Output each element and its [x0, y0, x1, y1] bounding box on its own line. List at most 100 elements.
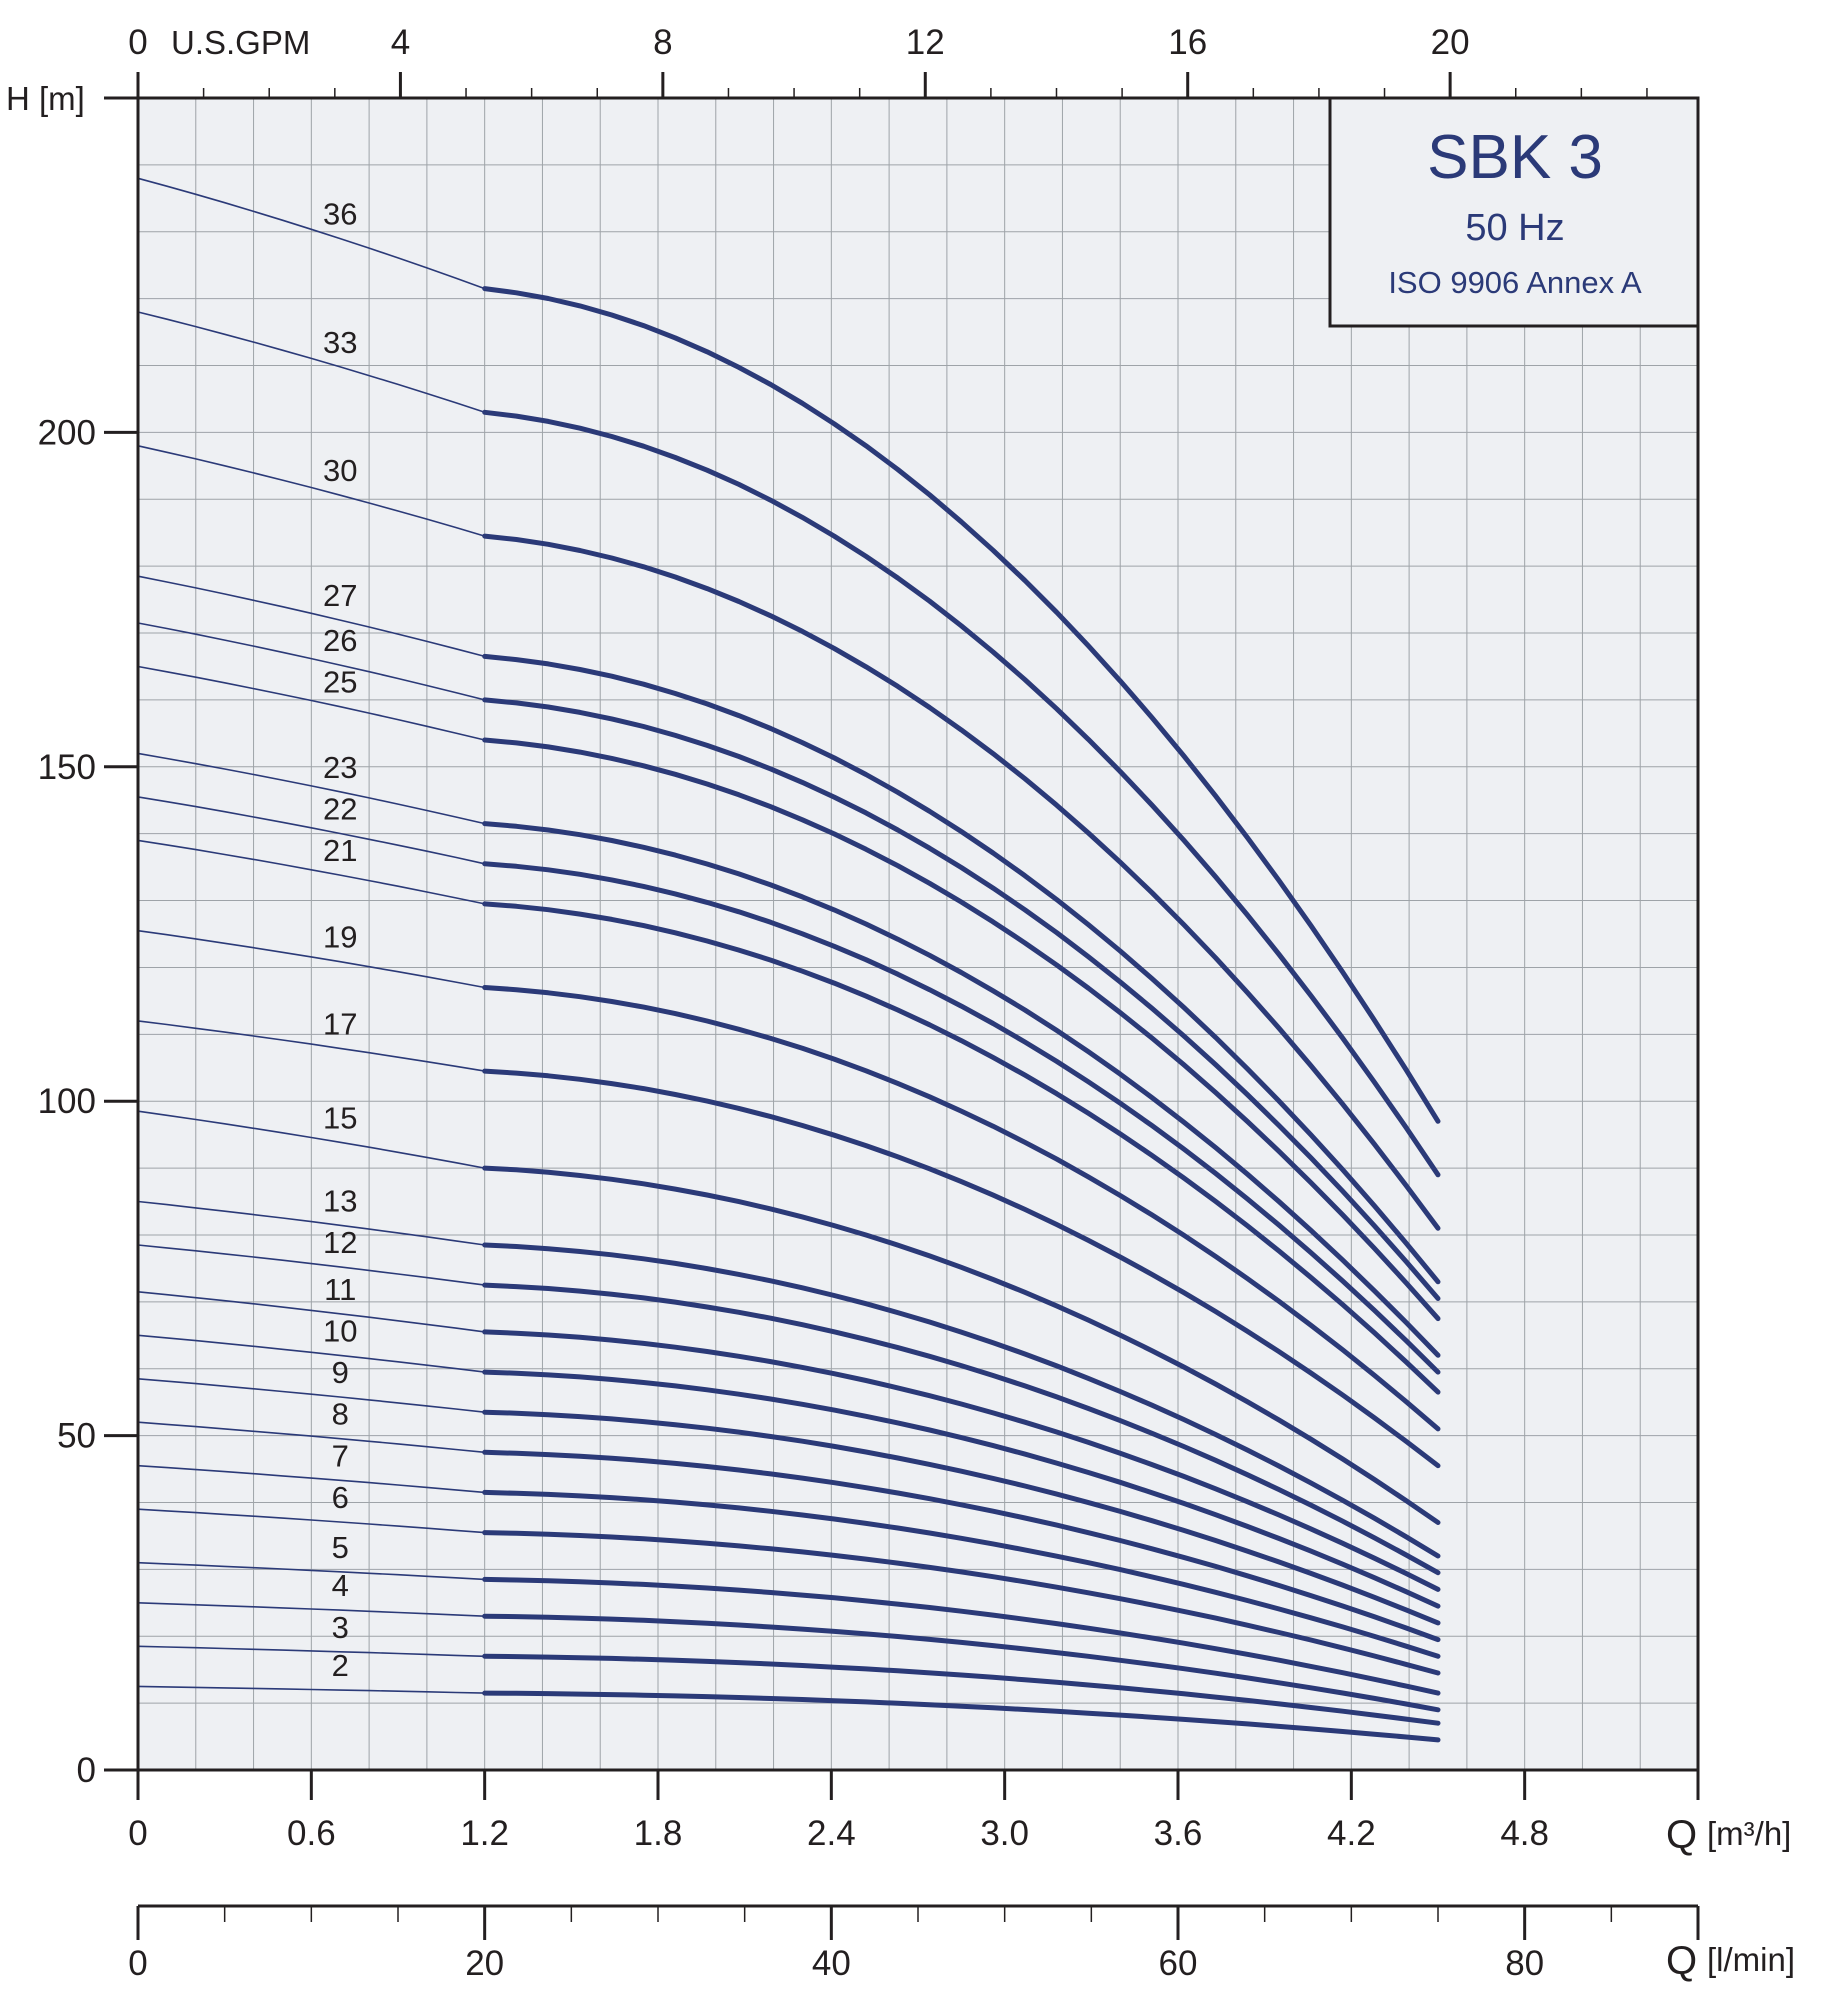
curve-3	[482, 1653, 1441, 1726]
x-tick-label: 2.4	[807, 1814, 856, 1853]
curve-label-27: 27	[323, 578, 357, 613]
y-tick-label: 0	[77, 1751, 96, 1790]
curve-6	[482, 1530, 1441, 1676]
curve-label-2: 2	[332, 1648, 349, 1683]
x-tick-label: 3.6	[1154, 1814, 1203, 1853]
axes: 0 50 100 150 200 0 0.6 1.2 1.8 2.4 3.0 3.6 4.2 4.8 0 20…	[38, 23, 1700, 1983]
curve-thin-9	[137, 1378, 485, 1413]
x-tick-label: 1.8	[634, 1814, 683, 1853]
curve-5	[482, 1576, 1441, 1696]
curve-30	[482, 533, 1441, 1231]
curve-thin-21	[137, 839, 485, 905]
lmin-tick-label: 40	[812, 1944, 851, 1983]
chart-title: SBK 3	[1427, 123, 1603, 192]
curve-10	[482, 1369, 1441, 1609]
gpm-tick-label: 12	[906, 23, 945, 62]
curve-label-6: 6	[332, 1480, 349, 1515]
curve-11	[482, 1329, 1441, 1592]
x2-axis-label: Q	[1666, 1939, 1697, 1983]
curve-25	[482, 737, 1441, 1322]
curve-label-12: 12	[323, 1225, 357, 1260]
curve-23	[482, 821, 1441, 1358]
curve-thin-36	[137, 177, 485, 290]
curve-label-13: 13	[323, 1183, 357, 1218]
curve-label-15: 15	[323, 1100, 357, 1135]
curve-label-25: 25	[323, 665, 357, 700]
curve-thin-30	[137, 445, 485, 537]
curve-label-8: 8	[332, 1397, 349, 1432]
y-tick-label: 200	[38, 413, 96, 452]
curve-thin-4	[137, 1602, 485, 1617]
y-tick-label: 50	[57, 1417, 96, 1456]
lmin-tick-label: 60	[1159, 1944, 1198, 1983]
curve-thin-8	[137, 1421, 485, 1454]
lmin-tick-label: 0	[128, 1944, 147, 1983]
y-tick-label: 150	[38, 748, 96, 787]
curve-label-5: 5	[332, 1530, 349, 1565]
curve-label-26: 26	[323, 623, 357, 658]
curve-thin-17	[137, 1020, 485, 1072]
x-axis-unit: [m³/h]	[1707, 1815, 1791, 1852]
y-tick-label: 100	[38, 1082, 96, 1121]
x-tick-label: 0.6	[287, 1814, 336, 1853]
chart-subtitle: 50 Hz	[1465, 207, 1564, 249]
curve-4	[482, 1613, 1441, 1713]
curve-label-9: 9	[332, 1355, 349, 1390]
curve-7	[482, 1489, 1441, 1659]
curve-thin-27	[137, 575, 485, 658]
lmin-tick-label: 20	[465, 1944, 504, 1983]
curve-36	[482, 286, 1441, 1124]
curve-thin-22	[137, 796, 485, 865]
chart-standard: ISO 9906 Annex A	[1388, 265, 1642, 300]
curve-thin-26	[137, 622, 485, 701]
curve-label-36: 36	[323, 197, 357, 232]
curve-26	[482, 697, 1441, 1301]
gpm-tick-label: 8	[653, 23, 672, 62]
curve-thin-13	[137, 1200, 485, 1246]
curve-13	[482, 1242, 1441, 1559]
gpm-tick-label: 16	[1168, 23, 1207, 62]
x2-axis-unit: [l/min]	[1707, 1941, 1795, 1978]
curve-17	[482, 1068, 1441, 1469]
x-tick-label: 3.0	[980, 1814, 1029, 1853]
curve-27	[482, 653, 1441, 1285]
x-axis-label: Q	[1666, 1813, 1697, 1857]
curve-thin-7	[137, 1464, 485, 1494]
curve-thin-6	[137, 1508, 485, 1534]
curve-8	[482, 1449, 1441, 1643]
curve-thin-2	[137, 1685, 485, 1694]
curve-thin-3	[137, 1645, 485, 1658]
curve-label-23: 23	[323, 750, 357, 785]
curve-19	[482, 985, 1441, 1432]
curve-thin-19	[137, 929, 485, 989]
curve-thin-11	[137, 1291, 485, 1333]
curve-label-30: 30	[323, 453, 357, 488]
x-tick-label: 1.2	[460, 1814, 509, 1853]
gpm-tick-label: 4	[391, 23, 410, 62]
curve-label-17: 17	[323, 1006, 357, 1041]
title-box: SBK 3 50 Hz ISO 9906 Annex A	[1328, 96, 1700, 328]
curve-15	[482, 1165, 1441, 1525]
curve-label-19: 19	[323, 920, 357, 955]
curve-21	[482, 901, 1441, 1395]
curve-thin-15	[137, 1110, 485, 1169]
curve-label-3: 3	[332, 1610, 349, 1645]
curve-9	[482, 1409, 1441, 1626]
gpm-tick-label: 20	[1431, 23, 1470, 62]
gpm-tick-label: 0	[128, 23, 147, 62]
x-tick-label: 4.8	[1500, 1814, 1549, 1853]
curve-label-11: 11	[324, 1272, 356, 1307]
curve-33	[482, 409, 1441, 1178]
lmin-tick-label: 80	[1505, 1944, 1544, 1983]
curve-thin-33	[137, 311, 485, 414]
x-tick-label: 4.2	[1327, 1814, 1376, 1853]
y-axis-label: H [m]	[6, 80, 85, 117]
curve-2	[482, 1690, 1441, 1743]
curve-label-4: 4	[332, 1568, 349, 1603]
curve-label-22: 22	[323, 791, 357, 826]
curve-label-7: 7	[332, 1438, 349, 1473]
curve-label-10: 10	[323, 1313, 357, 1348]
curve-thin-5	[137, 1561, 485, 1581]
